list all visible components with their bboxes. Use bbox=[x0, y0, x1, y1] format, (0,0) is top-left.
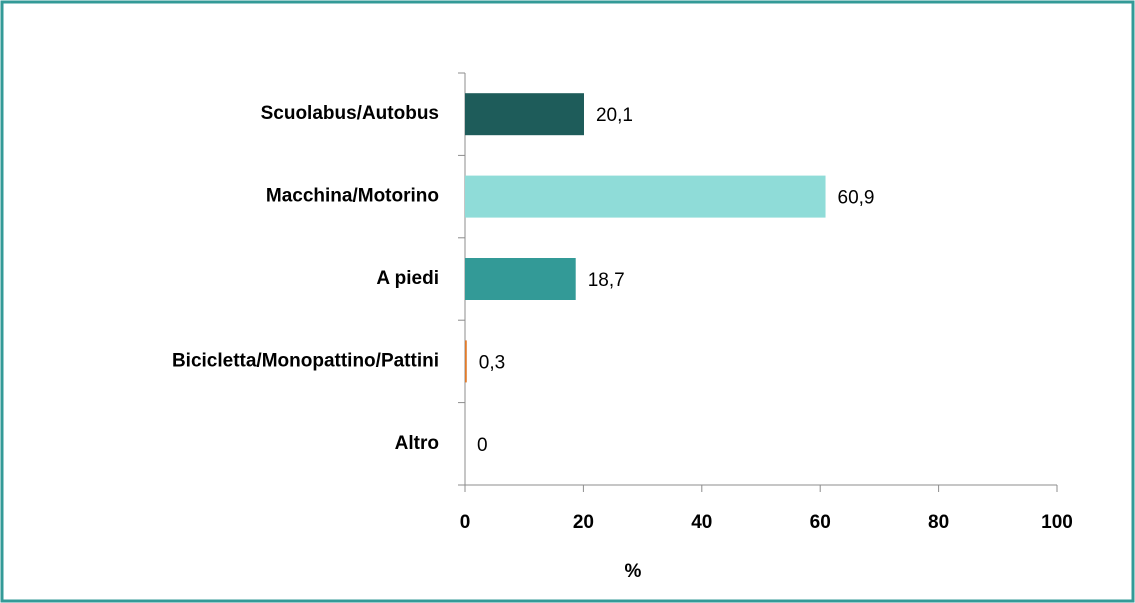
x-tick-label: 100 bbox=[1041, 512, 1073, 533]
x-tick-label: 80 bbox=[928, 512, 949, 533]
x-tick-label: 60 bbox=[810, 512, 831, 533]
bar bbox=[465, 175, 826, 218]
value-label: 20,1 bbox=[596, 105, 633, 126]
y-tick-label: Bicicletta/Monopattino/Pattini bbox=[172, 350, 439, 371]
x-axis-label: % bbox=[625, 561, 642, 582]
value-label: 0,3 bbox=[479, 352, 505, 373]
y-tick-label: A piedi bbox=[376, 268, 439, 289]
y-tick-label: Altro bbox=[395, 433, 439, 454]
value-label: 0 bbox=[477, 435, 488, 456]
value-label: 60,9 bbox=[838, 188, 875, 209]
y-tick-label: Scuolabus/Autobus bbox=[261, 103, 439, 124]
bar bbox=[465, 340, 467, 383]
x-tick-label: 0 bbox=[460, 512, 471, 533]
value-label: 18,7 bbox=[588, 270, 625, 291]
bar bbox=[465, 258, 576, 300]
x-tick-label: 40 bbox=[691, 512, 712, 533]
bar bbox=[465, 93, 584, 136]
y-tick-label: Macchina/Motorino bbox=[266, 186, 439, 207]
x-tick-label: 20 bbox=[573, 512, 594, 533]
